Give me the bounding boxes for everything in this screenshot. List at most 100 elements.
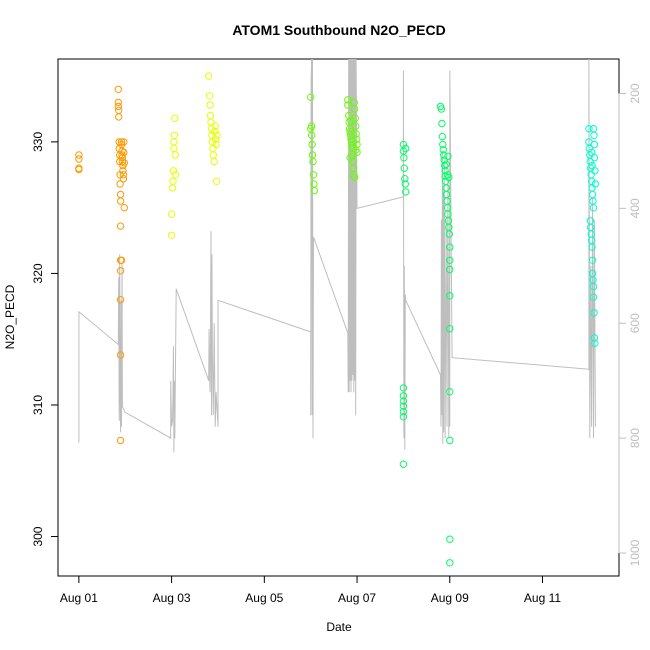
plot-frame bbox=[57, 58, 620, 577]
data-point-flight_2-6 bbox=[170, 138, 178, 146]
data-point-flight_4-14 bbox=[402, 144, 410, 153]
data-point-flight_2-26 bbox=[212, 177, 221, 186]
data-point-flight_5-13 bbox=[590, 131, 598, 140]
y-axis-right-altitude: 200 400 600 800 1000 bbox=[618, 83, 642, 566]
data-point-flight_2-12 bbox=[205, 92, 214, 100]
data-point-flight_3-10 bbox=[344, 96, 352, 104]
data-point-flight_2-4 bbox=[169, 167, 178, 175]
data-point-flight_1-19 bbox=[116, 267, 125, 275]
data-point-flight_2-23 bbox=[211, 122, 219, 130]
y2-tick-label: 1000 bbox=[628, 539, 642, 566]
data-point-flight_3-8 bbox=[310, 186, 319, 195]
data-point-flight_1-4 bbox=[114, 85, 123, 94]
data-point-flight_5-11 bbox=[589, 204, 598, 212]
data-point-flight_4-38 bbox=[446, 292, 454, 300]
y2-tick-label: 600 bbox=[628, 313, 642, 333]
data-point-flight_4-13 bbox=[399, 460, 408, 468]
x-tick-label: Aug 01 bbox=[60, 591, 98, 605]
y2-tick-label: 200 bbox=[628, 83, 642, 103]
data-point-flight_5-26 bbox=[589, 282, 598, 291]
altitude-trace-line bbox=[78, 59, 596, 453]
data-point-flight_5-14 bbox=[590, 140, 599, 149]
data-point-flight_4-4 bbox=[401, 175, 409, 183]
data-point-flight_4-6 bbox=[402, 188, 410, 196]
data-point-flight_4-10 bbox=[399, 402, 408, 410]
series-flight_4 bbox=[399, 102, 454, 567]
y-tick-label: 330 bbox=[31, 132, 45, 152]
data-point-flight_4-22 bbox=[440, 156, 448, 165]
series-flight_3 bbox=[307, 93, 361, 195]
data-point-flight_3-11 bbox=[344, 101, 352, 109]
data-point-flight_3-33 bbox=[346, 154, 354, 162]
data-point-flight_3-28 bbox=[352, 122, 360, 130]
data-point-flight_2-27 bbox=[213, 131, 221, 140]
data-point-flight_2-10 bbox=[171, 151, 180, 159]
data-point-flight_5-30 bbox=[591, 339, 599, 347]
data-point-flight_1-17 bbox=[116, 222, 125, 230]
data-point-flight_2-14 bbox=[206, 111, 215, 120]
data-point-flight_4-23 bbox=[441, 161, 449, 170]
data-point-flight_3-36 bbox=[352, 146, 360, 154]
y-tick-label: 310 bbox=[31, 395, 45, 415]
data-point-flight_5-23 bbox=[588, 256, 597, 264]
data-point-flight_3-15 bbox=[346, 127, 354, 136]
data-point-flight_2-24 bbox=[211, 135, 220, 143]
data-point-flight_4-35 bbox=[446, 243, 454, 251]
data-point-flight_4-17 bbox=[438, 119, 446, 128]
data-point-flight_3-2 bbox=[307, 131, 316, 140]
data-point-flight_1-23 bbox=[117, 138, 126, 146]
data-point-flight_2-0 bbox=[167, 231, 176, 240]
x-axis-label: Date bbox=[326, 620, 352, 634]
x-tick-label: Aug 03 bbox=[153, 591, 191, 605]
data-point-flight_2-2 bbox=[168, 184, 177, 192]
y2-tick-label: 400 bbox=[628, 198, 642, 218]
y-tick-label: 300 bbox=[31, 526, 45, 546]
series-flight_1 bbox=[75, 85, 129, 445]
data-point-flight_4-34 bbox=[445, 230, 453, 238]
data-point-flight_1-36 bbox=[120, 204, 129, 212]
data-point-flight_4-36 bbox=[446, 256, 454, 264]
data-point-flight_4-47 bbox=[444, 152, 452, 161]
data-point-flight_4-11 bbox=[399, 407, 408, 416]
data-point-flight_4-8 bbox=[399, 392, 408, 400]
x-axis: Aug 01 Aug 03 Aug 05 Aug 07 Aug 09 Aug 11 bbox=[60, 575, 561, 605]
data-point-flight_4-5 bbox=[401, 180, 409, 188]
data-point-flight_1-28 bbox=[118, 157, 127, 166]
data-point-flight_1-3 bbox=[75, 165, 83, 174]
data-point-flight_5-22 bbox=[588, 243, 596, 251]
data-point-flight_1-37 bbox=[117, 256, 126, 264]
data-point-flight_3-34 bbox=[347, 117, 355, 125]
data-point-flight_1-31 bbox=[119, 171, 128, 179]
data-point-flight_3-30 bbox=[352, 135, 361, 143]
x-tick-label: Aug 07 bbox=[338, 591, 376, 605]
data-point-flight_2-20 bbox=[209, 151, 218, 159]
data-point-flight_1-5 bbox=[114, 98, 123, 107]
data-point-flight_4-37 bbox=[446, 265, 454, 274]
data-point-flight_2-3 bbox=[169, 177, 177, 186]
y-axis-label: N2O_PECD bbox=[3, 284, 17, 349]
data-point-flight_2-11 bbox=[205, 72, 213, 80]
data-point-flight_3-29 bbox=[352, 130, 360, 138]
data-point-flight_5-0 bbox=[585, 125, 593, 133]
data-point-flight_1-14 bbox=[116, 180, 124, 188]
data-point-flight_5-32 bbox=[588, 161, 596, 170]
data-point-flight_3-19 bbox=[348, 142, 356, 150]
data-point-flight_4-16 bbox=[437, 105, 446, 113]
data-point-flight_5-9 bbox=[588, 190, 597, 199]
x-tick-label: Aug 05 bbox=[245, 591, 283, 605]
data-point-flight_1-32 bbox=[119, 175, 128, 183]
data-point-flight_1-8 bbox=[115, 113, 123, 121]
data-point-flight_1-27 bbox=[118, 154, 127, 162]
data-point-flight_1-21 bbox=[116, 351, 125, 359]
data-point-flight_4-39 bbox=[446, 325, 454, 333]
data-point-flight_5-12 bbox=[589, 125, 598, 133]
data-point-flight_3-31 bbox=[353, 140, 361, 149]
data-point-flight_2-25 bbox=[212, 140, 220, 149]
data-point-flight_4-19 bbox=[439, 140, 447, 149]
data-point-flight_5-17 bbox=[591, 180, 600, 188]
data-point-flight_5-29 bbox=[590, 334, 599, 342]
data-point-flight_4-45 bbox=[445, 173, 453, 182]
data-point-flight_4-46 bbox=[442, 160, 450, 168]
altitude-trace-layer bbox=[78, 59, 596, 453]
data-point-flight_4-21 bbox=[440, 151, 448, 159]
